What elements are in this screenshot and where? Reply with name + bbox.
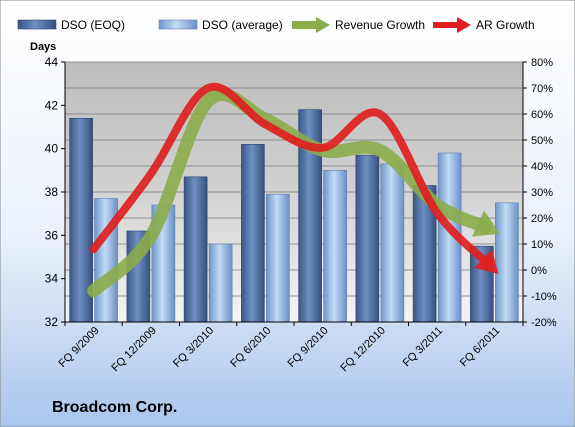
legend-arrowhead-revenue-growth — [316, 17, 330, 33]
right-tick-label: 20% — [531, 213, 553, 225]
growth-lines — [87, 82, 501, 298]
legend-swatch-dso-eoq — [17, 19, 57, 30]
right-tick-label: -20% — [531, 317, 557, 329]
legend-label-dso-eoq: DSO (EOQ) — [61, 18, 125, 32]
right-tick-label: 50% — [531, 135, 553, 147]
legend-label-ar-growth: AR Growth — [476, 18, 535, 32]
legend-label-revenue-growth: Revenue Growth — [335, 18, 425, 32]
arrowhead-ar-growth — [474, 249, 499, 274]
line-ar-growth — [89, 82, 493, 268]
right-tick-label: 0% — [531, 265, 547, 277]
left-tick-label: 42 — [45, 98, 59, 112]
legend: DSO (EOQ) DSO (average) Revenue Growth AR G… — [17, 17, 535, 33]
bar-dso-average — [266, 193, 290, 323]
right-tick-label: 40% — [531, 161, 553, 173]
left-tick-label: 32 — [45, 315, 59, 329]
bar-dso-average — [323, 170, 347, 323]
left-tick-label: 40 — [45, 142, 59, 156]
right-tick-label: 70% — [531, 83, 553, 95]
left-tick-label: 36 — [45, 228, 59, 242]
left-axis-title: Days — [30, 41, 56, 53]
bar-dso-average — [380, 163, 405, 323]
company-name: Broadcom Corp. — [52, 399, 178, 416]
bar-dso-average — [208, 243, 233, 323]
right-tick-label: 30% — [531, 187, 553, 199]
left-tick-label: 44 — [45, 55, 59, 69]
legend-arrowhead-ar-growth — [457, 17, 471, 33]
right-tick-label: 60% — [531, 109, 553, 121]
bar-dso-eoq — [355, 154, 380, 323]
bar-dso-average — [495, 202, 519, 323]
arrowhead-revenue-growth — [472, 210, 501, 237]
legend-swatch-dso-average — [158, 19, 198, 30]
left-tick-label: 34 — [45, 272, 59, 286]
right-tick-label: 10% — [531, 239, 553, 251]
right-tick-label: 80% — [531, 57, 553, 69]
right-tick-label: -10% — [531, 291, 557, 303]
bar-dso-eoq — [241, 144, 265, 323]
bar-dso-eoq — [183, 176, 208, 323]
left-tick-label: 38 — [45, 185, 59, 199]
legend-label-dso-average: DSO (average) — [202, 18, 283, 32]
